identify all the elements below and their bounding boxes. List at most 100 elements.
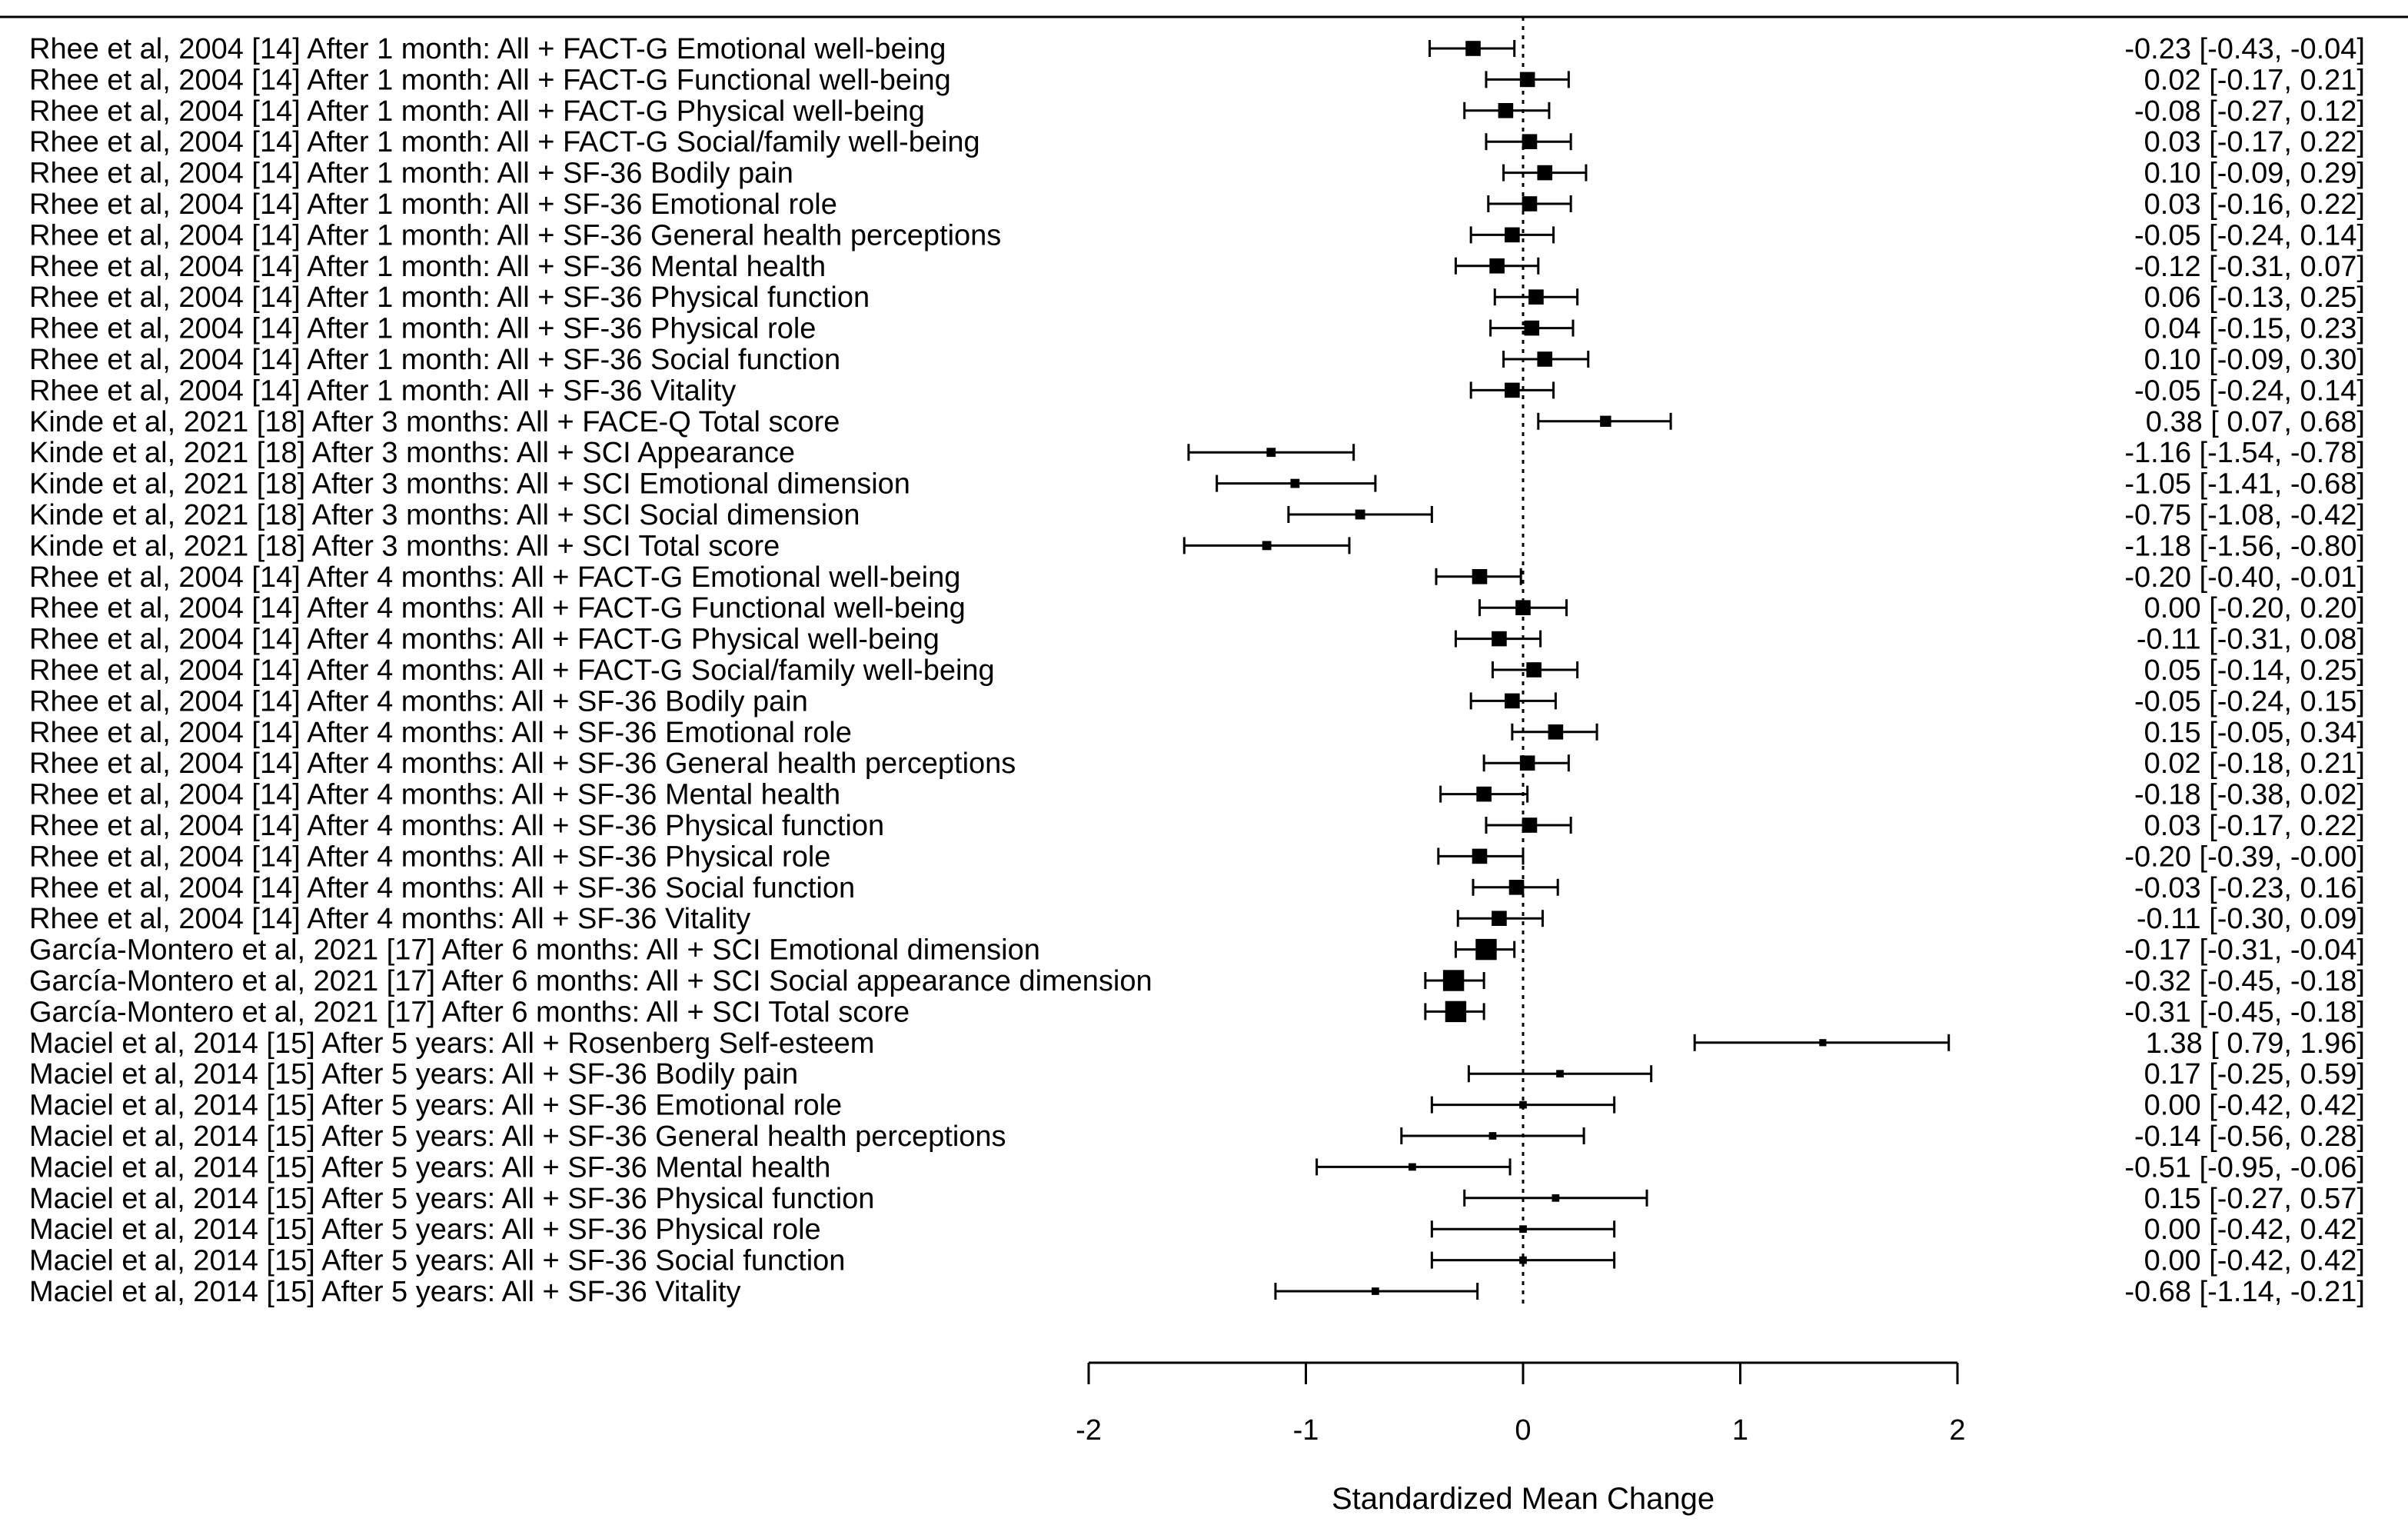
- study-label: Rhee et al, 2004 [14] After 1 month: All…: [29, 313, 816, 345]
- point-estimate-square: [1522, 134, 1538, 149]
- study-label: Kinde et al, 2021 [18] After 3 months: A…: [29, 437, 795, 469]
- effect-estimate-text: -0.20 [-0.39, -0.00]: [2124, 841, 2365, 873]
- forest-row: Kinde et al, 2021 [18] After 3 months: A…: [29, 530, 2365, 562]
- forest-rows: Rhee et al, 2004 [14] After 1 month: All…: [29, 33, 2365, 1308]
- forest-row: Maciel et al, 2014 [15] After 5 years: A…: [29, 1090, 2365, 1122]
- forest-row: Rhee et al, 2004 [14] After 4 months: Al…: [29, 779, 2365, 811]
- study-label: Rhee et al, 2004 [14] After 4 months: Al…: [29, 685, 808, 718]
- effect-estimate-text: -0.05 [-0.24, 0.14]: [2134, 375, 2365, 407]
- effect-estimate-text: -0.12 [-0.31, 0.07]: [2134, 251, 2365, 283]
- forest-row: Maciel et al, 2014 [15] After 5 years: A…: [29, 1276, 2365, 1308]
- effect-estimate-text: -0.32 [-0.45, -0.18]: [2124, 965, 2365, 997]
- point-estimate-square: [1600, 415, 1611, 427]
- point-estimate-square: [1519, 1100, 1527, 1109]
- point-estimate-square: [1515, 600, 1531, 615]
- study-label: García-Montero et al, 2021 [17] After 6 …: [29, 996, 910, 1028]
- study-label: Maciel et al, 2014 [15] After 5 years: A…: [29, 1245, 845, 1277]
- effect-estimate-text: 0.17 [-0.25, 0.59]: [2144, 1058, 2365, 1090]
- effect-estimate-text: 0.02 [-0.17, 0.21]: [2144, 64, 2365, 96]
- study-label: Rhee et al, 2004 [14] After 4 months: Al…: [29, 717, 852, 749]
- effect-estimate-text: 0.00 [-0.42, 0.42]: [2144, 1245, 2365, 1277]
- forest-row: Rhee et al, 2004 [14] After 4 months: Al…: [29, 592, 2365, 624]
- study-label: Maciel et al, 2014 [15] After 5 years: A…: [29, 1214, 821, 1246]
- point-estimate-square: [1262, 541, 1272, 551]
- forest-row: Maciel et al, 2014 [15] After 5 years: A…: [29, 1058, 2365, 1090]
- study-label: Rhee et al, 2004 [14] After 4 months: Al…: [29, 748, 1016, 780]
- point-estimate-square: [1409, 1163, 1416, 1171]
- effect-estimate-text: 0.06 [-0.13, 0.25]: [2144, 281, 2365, 314]
- forest-row: Rhee et al, 2004 [14] After 1 month: All…: [29, 64, 2365, 96]
- forest-row: Rhee et al, 2004 [14] After 4 months: Al…: [29, 717, 2365, 749]
- forest-row: Rhee et al, 2004 [14] After 1 month: All…: [29, 281, 2365, 314]
- x-tick-label: -1: [1293, 1414, 1319, 1447]
- x-tick-label: 1: [1732, 1414, 1748, 1447]
- effect-estimate-text: -0.18 [-0.38, 0.02]: [2134, 779, 2365, 811]
- forest-row: Kinde et al, 2021 [18] After 3 months: A…: [29, 468, 2365, 501]
- point-estimate-square: [1290, 478, 1300, 488]
- study-label: Rhee et al, 2004 [14] After 1 month: All…: [29, 375, 736, 407]
- effect-estimate-text: 0.04 [-0.15, 0.23]: [2144, 313, 2365, 345]
- point-estimate-square: [1505, 227, 1520, 243]
- study-label: Rhee et al, 2004 [14] After 4 months: Al…: [29, 872, 855, 904]
- point-estimate-square: [1492, 911, 1507, 926]
- effect-estimate-text: -0.03 [-0.23, 0.16]: [2134, 872, 2365, 904]
- point-estimate-square: [1472, 569, 1488, 584]
- study-label: Rhee et al, 2004 [14] After 1 month: All…: [29, 281, 870, 314]
- point-estimate-square: [1519, 1225, 1527, 1234]
- effect-estimate-text: -0.08 [-0.27, 0.12]: [2134, 95, 2365, 128]
- effect-estimate-text: 0.05 [-0.14, 0.25]: [2144, 654, 2365, 687]
- x-axis-label: Standardized Mean Change: [1332, 1482, 1715, 1516]
- point-estimate-square: [1519, 1256, 1527, 1264]
- study-label: Rhee et al, 2004 [14] After 1 month: All…: [29, 95, 925, 128]
- study-label: Maciel et al, 2014 [15] After 5 years: A…: [29, 1090, 842, 1122]
- point-estimate-square: [1819, 1039, 1827, 1047]
- effect-estimate-text: 0.15 [-0.05, 0.34]: [2144, 717, 2365, 749]
- study-label: Rhee et al, 2004 [14] After 1 month: All…: [29, 344, 840, 376]
- forest-row: Rhee et al, 2004 [14] After 4 months: Al…: [29, 624, 2365, 656]
- point-estimate-square: [1355, 509, 1365, 520]
- point-estimate-square: [1528, 289, 1544, 305]
- effect-estimate-text: -0.11 [-0.30, 0.09]: [2137, 903, 2365, 935]
- study-label: García-Montero et al, 2021 [17] After 6 …: [29, 934, 1040, 967]
- point-estimate-square: [1372, 1287, 1379, 1295]
- effect-estimate-text: -1.16 [-1.54, -0.78]: [2124, 437, 2365, 469]
- point-estimate-square: [1526, 662, 1542, 678]
- point-estimate-square: [1445, 1001, 1467, 1023]
- point-estimate-square: [1537, 351, 1553, 367]
- point-estimate-square: [1492, 631, 1507, 647]
- point-estimate-square: [1476, 786, 1492, 802]
- forest-row: Rhee et al, 2004 [14] After 1 month: All…: [29, 344, 2365, 376]
- study-label: Rhee et al, 2004 [14] After 1 month: All…: [29, 33, 946, 65]
- point-estimate-square: [1505, 693, 1520, 709]
- point-estimate-square: [1556, 1070, 1564, 1078]
- effect-estimate-text: 0.38 [ 0.07, 0.68]: [2146, 406, 2365, 438]
- forest-row: Rhee et al, 2004 [14] After 4 months: Al…: [29, 685, 2365, 718]
- study-label: Kinde et al, 2021 [18] After 3 months: A…: [29, 530, 780, 562]
- forest-row: Rhee et al, 2004 [14] After 1 month: All…: [29, 375, 2365, 407]
- study-label: Rhee et al, 2004 [14] After 4 months: Al…: [29, 779, 840, 811]
- forest-row: Maciel et al, 2014 [15] After 5 years: A…: [29, 1120, 2365, 1153]
- effect-estimate-text: -0.14 [-0.56, 0.28]: [2134, 1120, 2365, 1153]
- study-label: Rhee et al, 2004 [14] After 1 month: All…: [29, 64, 951, 96]
- study-label: Maciel et al, 2014 [15] After 5 years: A…: [29, 1151, 830, 1184]
- effect-estimate-text: 0.00 [-0.42, 0.42]: [2144, 1090, 2365, 1122]
- point-estimate-square: [1519, 755, 1535, 771]
- study-label: Rhee et al, 2004 [14] After 4 months: Al…: [29, 654, 995, 687]
- x-tick-label: -2: [1076, 1414, 1102, 1447]
- point-estimate-square: [1488, 1132, 1497, 1140]
- forest-row: Rhee et al, 2004 [14] After 1 month: All…: [29, 188, 2365, 221]
- effect-estimate-text: -0.17 [-0.31, -0.04]: [2124, 934, 2365, 967]
- study-label: Rhee et al, 2004 [14] After 4 months: Al…: [29, 903, 750, 935]
- x-tick-label: 2: [1949, 1414, 1965, 1447]
- study-label: Kinde et al, 2021 [18] After 3 months: A…: [29, 499, 860, 531]
- point-estimate-square: [1524, 320, 1540, 336]
- point-estimate-square: [1552, 1194, 1560, 1202]
- point-estimate-square: [1266, 448, 1276, 458]
- forest-row: Rhee et al, 2004 [14] After 1 month: All…: [29, 251, 2365, 283]
- point-estimate-square: [1508, 880, 1525, 895]
- study-label: Rhee et al, 2004 [14] After 4 months: Al…: [29, 810, 884, 842]
- forest-row: Rhee et al, 2004 [14] After 1 month: All…: [29, 313, 2365, 345]
- point-estimate-square: [1475, 938, 1497, 961]
- point-estimate-square: [1522, 817, 1538, 833]
- study-label: Maciel et al, 2014 [15] After 5 years: A…: [29, 1027, 874, 1060]
